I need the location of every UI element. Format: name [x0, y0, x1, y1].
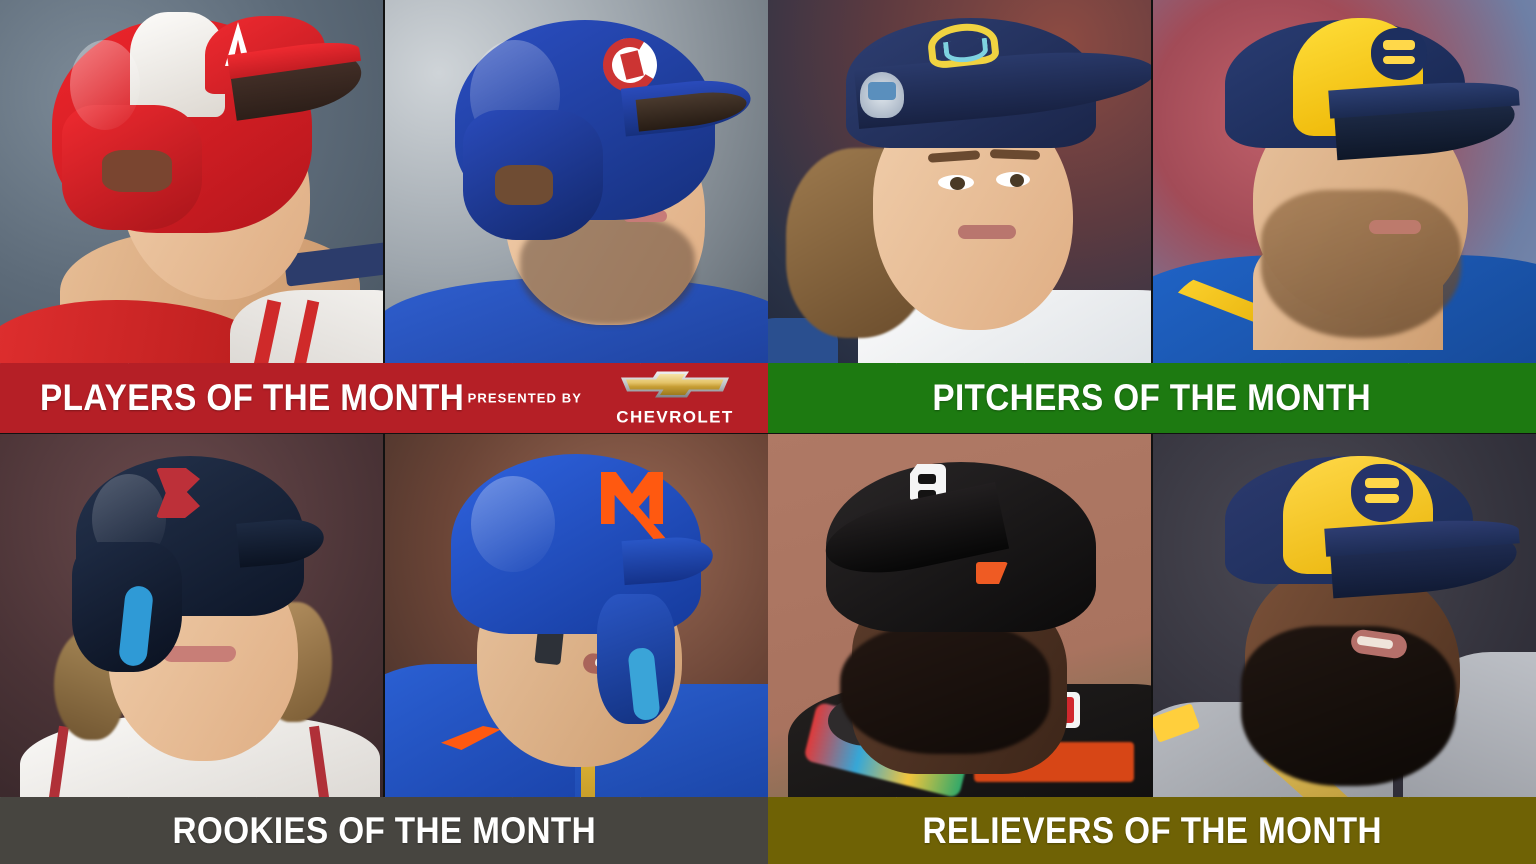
banner-players-of-the-month: PLAYERS OF THE MONTH PRESENTED BY [0, 363, 768, 433]
photo-tile-5 [0, 434, 383, 864]
player-photo-rays-pitcher [768, 0, 1151, 366]
banner-title-relievers: RELIEVERS OF THE MONTH [922, 809, 1382, 851]
photo-tile-7 [768, 434, 1151, 864]
presented-by-label: PRESENTED BY [467, 390, 582, 406]
player-photo-redsox-rookie [0, 434, 383, 864]
banner-title-pitchers: PITCHERS OF THE MONTH [932, 377, 1372, 418]
banner-rookies-of-the-month: ROOKIES OF THE MONTH [0, 797, 768, 864]
player-photo-brewers-reliever [1153, 434, 1536, 864]
player-photo-marlins-reliever [768, 434, 1151, 864]
player-photo-mets-rookie [385, 434, 768, 864]
chevrolet-bowtie-icon [621, 371, 729, 398]
photo-tile-1 [0, 0, 383, 366]
banner-title-rookies: ROOKIES OF THE MONTH [172, 809, 596, 851]
photo-tile-6 [385, 434, 768, 864]
player-photo-cubs-batter [385, 0, 768, 366]
banner-pitchers-of-the-month: PITCHERS OF THE MONTH [768, 363, 1536, 433]
photo-tile-4 [1153, 0, 1536, 366]
photo-tile-3 [768, 0, 1151, 366]
chevrolet-logo: CHEVROLET [600, 369, 750, 428]
photo-tile-8 [1153, 434, 1536, 864]
player-photo-brewers-pitcher [1153, 0, 1536, 366]
banner-relievers-of-the-month: RELIEVERS OF THE MONTH [768, 797, 1536, 864]
banner-title-players: PLAYERS OF THE MONTH [40, 377, 465, 418]
photo-tile-2 [385, 0, 768, 366]
player-photo-angels-batter [0, 0, 383, 366]
chevrolet-wordmark: CHEVROLET [616, 407, 734, 427]
